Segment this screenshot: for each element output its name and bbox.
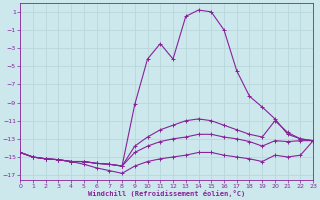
X-axis label: Windchill (Refroidissement éolien,°C): Windchill (Refroidissement éolien,°C) (88, 190, 245, 197)
